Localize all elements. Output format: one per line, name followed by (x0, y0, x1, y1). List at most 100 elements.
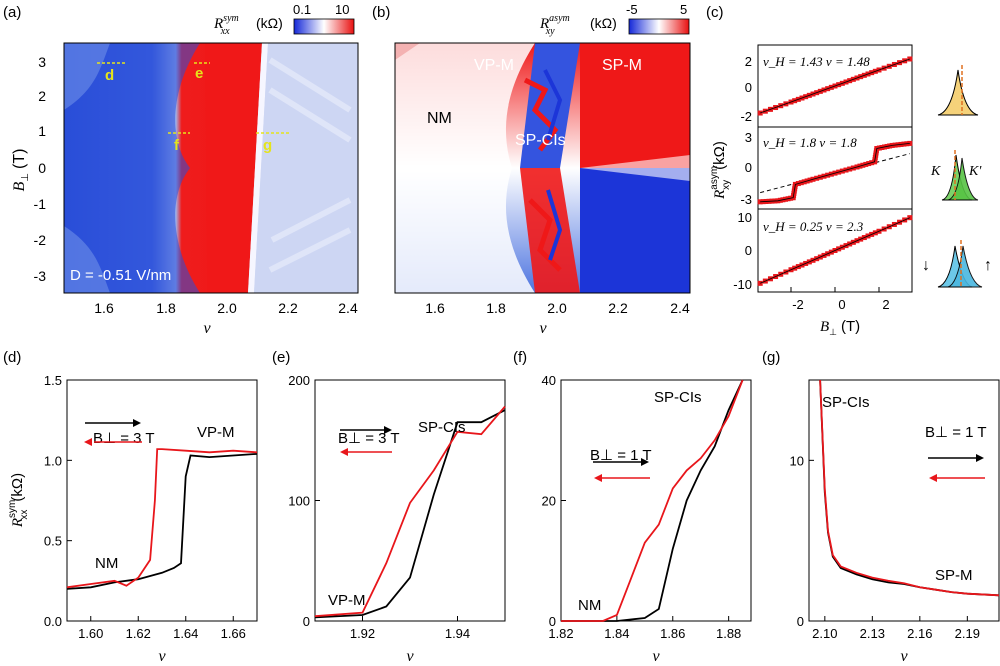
ytick-c: -2 (740, 109, 752, 124)
xtick-label: 1.82 (548, 626, 573, 641)
series-backward-line (819, 379, 1000, 597)
series-backward-line (66, 448, 258, 589)
panel-f-letter: (f) (513, 349, 527, 366)
hall-trace-line (760, 58, 910, 114)
xlabel-b: ν (539, 320, 547, 337)
spin-down-arrow-icon: ↓ (922, 257, 930, 274)
spin-up-arrow-icon: ↑ (984, 257, 992, 274)
ytick-c: 0 (745, 160, 752, 175)
phase-label-e-vpm: VP-M (328, 592, 366, 609)
xlabel-d: ν (158, 648, 166, 665)
xlabel-c: B⊥ (T) (820, 318, 860, 337)
ytick-a: 1 (38, 123, 46, 139)
phase-label-f-spcis: SP-CIs (654, 389, 702, 406)
ytick-a: -2 (34, 232, 47, 248)
displacement-field-annotation: D = -0.51 V/nm (70, 267, 171, 284)
xtick-label: 2.13 (860, 626, 885, 641)
axes-c: 2 0 -2 3 0 -3 10 0 -10 -2 0 2 B⊥ (T) Rasy… (709, 54, 890, 337)
ytick-label: 0 (549, 614, 556, 629)
phase-label-g-spcis: SP-CIs (822, 394, 870, 411)
hall-trace-line (760, 217, 910, 284)
colorbar-a-label: Rsym xx (213, 13, 239, 37)
forward-sweep-arrow-icon (641, 458, 649, 466)
xtick-label: 1.66 (221, 626, 246, 641)
field-label-e: B⊥ = 3 T (338, 430, 400, 447)
xtick-label: 1.92 (350, 626, 375, 641)
panel-d: (d) 1.60 1.62 1.64 1.66 0.0 0.5 1.0 1.5 B⊥ = 3 … (3, 349, 258, 665)
colorbar-b-gradient (628, 18, 690, 35)
xlabel-a: ν (203, 320, 211, 337)
phase-label-e-spcis: SP-CIs (418, 419, 466, 436)
region-label-vp-m: VP-M (474, 57, 514, 74)
backward-sweep-arrow-icon (340, 448, 348, 456)
cut-f-label: f (174, 137, 180, 154)
ytick-label: 0 (797, 614, 804, 629)
phase-label-f-nm: NM (578, 597, 601, 614)
xtick-label: 1.64 (173, 626, 198, 641)
backward-sweep-arrow-icon (929, 474, 937, 482)
xtick-c: -2 (792, 297, 804, 312)
ylabel-d: Rsymxx(kΩ) (7, 473, 30, 528)
phase-label-d-nm: NM (95, 555, 118, 572)
data-point (757, 280, 763, 286)
panel-c-letter: (c) (706, 4, 724, 21)
spin-split-schematic-icon: ↓ ↑ (922, 240, 992, 288)
ylabel-a: B⊥(T) (11, 149, 31, 192)
ytick-a: -3 (34, 268, 47, 284)
xtick-a: 2.0 (217, 300, 237, 316)
plot-e-data: 1.92 1.94 0 100 200 (288, 373, 506, 641)
ytick-a: -1 (34, 196, 47, 212)
xtick-a: 2.4 (338, 300, 358, 316)
region-label-nm: NM (427, 110, 452, 127)
xtick-a: 1.8 (156, 300, 176, 316)
series-forward-line (66, 453, 258, 590)
xtick-label: 1.84 (604, 626, 629, 641)
field-label-f: B⊥ = 1 T (590, 447, 652, 464)
series-forward-line (314, 409, 506, 619)
colorbar-b: Rasym xy (kΩ) -5 5 (539, 2, 690, 37)
backward-sweep-arrow-icon (594, 474, 602, 482)
ytick-label: 200 (288, 373, 310, 388)
panel-c-frame (757, 44, 913, 293)
xtick-b: 2.2 (608, 300, 628, 316)
hall-trace-line (760, 143, 910, 203)
panel-b-letter: (b) (372, 4, 390, 21)
ytick-a: 2 (38, 88, 46, 104)
ytick-label: 0.5 (44, 534, 62, 549)
plot-f-data: 1.82 1.84 1.86 1.88 0 20 40 (542, 373, 744, 641)
phase-label-g-spm: SP-M (935, 567, 973, 584)
plot-d-data: 1.60 1.62 1.64 1.66 0.0 0.5 1.0 1.5 (44, 373, 258, 641)
colorbar-b-label: Rasym xy (539, 13, 570, 37)
ytick-c: -3 (740, 192, 752, 207)
subplot-label-c1: ν_H = 1.43 ν = 1.48 (763, 54, 870, 69)
ytick-c: 10 (738, 210, 752, 225)
ytick-a: 0 (38, 160, 46, 176)
ytick-label: 100 (288, 494, 310, 509)
xtick-c: 0 (838, 297, 845, 312)
ytick-label: 0 (303, 614, 310, 629)
colorbar-b-unit: (kΩ) (590, 15, 617, 31)
panel-f: (f) 1.82 1.84 1.86 1.88 0 20 40 B⊥ = 1 T SP-CI… (513, 349, 752, 665)
panel-c: (c) ν_H = 1.43 ν = 1.48 ν_H = 1.8 ν = 1.… (706, 4, 992, 337)
panel-c-sublabels: ν_H = 1.43 ν = 1.48 ν_H = 1.8 ν = 1.8 ν_… (763, 54, 870, 234)
ytick-label: 1.5 (44, 373, 62, 388)
forward-sweep-arrow-icon (133, 419, 141, 427)
data-point (907, 215, 913, 221)
data-point (757, 199, 763, 205)
series-forward-line (561, 379, 744, 622)
panel-e: (e) 1.92 1.94 0 100 200 B⊥ = 3 T SP-CIs VP-M… (272, 349, 506, 665)
axes-a: 3 2 1 0 -1 -2 -3 1.6 1.8 2.0 2.2 2.4 ν B… (11, 54, 358, 337)
ytick-label: 40 (542, 373, 556, 388)
series-backward-line (561, 379, 744, 622)
ytick-label: 20 (542, 494, 556, 509)
panel-b: (b) Rasym xy (kΩ) -5 5 NM VP-M SP-M SP-CI… (372, 2, 691, 337)
xtick-label: 1.86 (660, 626, 685, 641)
valley-k-label: K (930, 164, 941, 179)
xtick-b: 2.4 (670, 300, 690, 316)
ytick-label: 0.0 (44, 614, 62, 629)
panel-g-letter: (g) (762, 349, 780, 366)
xtick-label: 1.94 (445, 626, 470, 641)
xtick-label: 1.88 (716, 626, 741, 641)
